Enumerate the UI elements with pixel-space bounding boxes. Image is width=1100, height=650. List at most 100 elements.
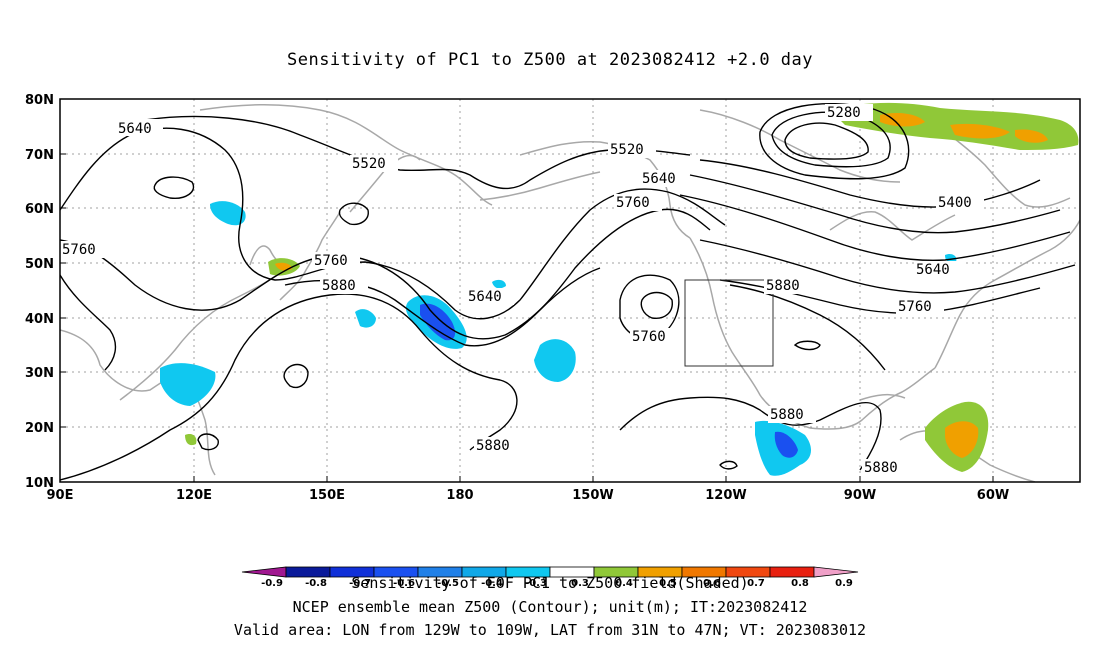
- lat-labels: 80N 70N 60N 50N 40N 30N 20N 10N: [25, 93, 54, 491]
- caption-valid-area: Valid area: LON from 129W to 109W, LAT f…: [233, 621, 867, 639]
- contour-label: 5640: [916, 262, 950, 278]
- contour-north-atlantic-1: [699, 159, 1041, 208]
- patch-negative-kamchatka: [210, 201, 246, 226]
- contour-low-hawaii: [283, 363, 309, 389]
- colorbar-tick-label: -0.6: [393, 578, 415, 589]
- colorbar-tick-label: 0.3: [571, 578, 589, 589]
- colorbar-tick-label: 0.6: [703, 578, 721, 589]
- lon-label: 120W: [705, 488, 746, 503]
- coast-east-us: [934, 219, 1080, 369]
- contour-north-atlantic-3: [679, 194, 1071, 262]
- lon-label: 120E: [176, 488, 212, 503]
- contour-label: 5760: [314, 253, 348, 269]
- contour-5640: [60, 127, 726, 320]
- lon-label: 90E: [47, 488, 74, 503]
- coast-caribbean: [859, 393, 906, 401]
- colorbar-swatch: [813, 566, 859, 578]
- contour-low-kamchatka: [338, 202, 369, 226]
- patch-positive-arctic-core1: [880, 112, 925, 127]
- colorbar-tick-label: -0.8: [305, 578, 327, 589]
- coast-gulf: [809, 367, 936, 430]
- map-frame: [59, 98, 1081, 483]
- contour-low-west-us-inner: [640, 291, 673, 319]
- coast-greenland: [929, 119, 1071, 208]
- contour-label-layer: 5640 5520 5760 5760 5880 5640 5520 5640 …: [60, 104, 984, 476]
- lat-label: 80N: [25, 93, 54, 108]
- patch-negative-east-china: [160, 363, 216, 406]
- coast-hudson: [829, 211, 956, 241]
- lat-label: 70N: [25, 148, 54, 163]
- colorbar-tick-label: -0.4: [481, 578, 503, 589]
- colorbar-tick-label: 0.7: [747, 578, 765, 589]
- lon-label: 180: [446, 488, 473, 503]
- contour-label: 5640: [642, 171, 676, 187]
- patch-positive-small-scs: [185, 434, 197, 446]
- contour-lower-arc-west: [60, 274, 117, 371]
- contour-label: 5880: [864, 460, 898, 476]
- contour-small-mexico: [793, 340, 821, 351]
- contour-label: 5760: [616, 195, 650, 211]
- colorbar-tick-label: -0.5: [437, 578, 459, 589]
- contour-label: 5880: [766, 278, 800, 294]
- lat-label: 30N: [25, 366, 54, 381]
- contour-label: 5400: [938, 195, 972, 211]
- colorbar-tick-label: -0.7: [349, 578, 371, 589]
- colorbar: -0.9 -0.8 -0.7 -0.6 -0.5 -0.4 -0.3 0.3 0.4 0.5 0.6…: [241, 566, 859, 589]
- lon-label: 150W: [572, 488, 613, 503]
- colorbar-tick-label: 0.8: [791, 578, 809, 589]
- lat-label: 50N: [25, 257, 54, 272]
- contour-label: 5880: [476, 438, 510, 454]
- lat-label: 40N: [25, 312, 54, 327]
- colorbar-tick-label: 0.5: [659, 578, 677, 589]
- contour-label: 5760: [62, 242, 96, 258]
- contour-label: 5280: [827, 105, 861, 121]
- colorbar-tick-label: 0.9: [835, 578, 853, 589]
- contour-label: 5880: [322, 278, 356, 294]
- patch-positive-arctic-core3: [1015, 129, 1048, 143]
- contour-label: 5640: [468, 289, 502, 305]
- map-background: [60, 99, 1080, 482]
- colorbar-tick-label: -0.3: [525, 578, 547, 589]
- patch-negative-westpac-core: [420, 303, 456, 341]
- contour-label: 5880: [770, 407, 804, 423]
- patch-negative-central-pac: [534, 339, 576, 382]
- patch-positive-arctic-core2: [950, 123, 1010, 139]
- coast-aleutians: [479, 171, 601, 201]
- contour-label: 5760: [898, 299, 932, 315]
- contour-5880-east: [619, 396, 882, 471]
- lon-label: 90W: [844, 488, 876, 503]
- colorbar-tick-label: 0.4: [615, 578, 633, 589]
- patch-negative-atlantic: [945, 253, 957, 263]
- caption-contour: NCEP ensemble mean Z500 (Contour); unit(…: [292, 598, 808, 616]
- coast-siberia: [199, 104, 493, 206]
- coast-alaska: [519, 140, 691, 239]
- contour-low-ne-asia: [153, 176, 195, 199]
- patch-negative-japan: [355, 309, 376, 328]
- contour-label: 5520: [352, 156, 386, 172]
- contour-5880-south: [60, 293, 518, 481]
- contour-small-pac: [719, 460, 738, 470]
- map-title: Sensitivity of PC1 to Z500 at 2023082412…: [286, 50, 813, 70]
- contour-label: 5640: [118, 121, 152, 137]
- contour-sw-us: [729, 284, 886, 371]
- lon-label: 60W: [977, 488, 1009, 503]
- contour-arctic-low1: [784, 122, 869, 160]
- patch-negative-pacific-small: [492, 279, 506, 289]
- contour-label: 5520: [610, 142, 644, 158]
- lat-label: 10N: [25, 476, 54, 491]
- patch-negative-mexico-core: [774, 431, 798, 458]
- lon-label: 150E: [309, 488, 345, 503]
- contour-north-atlantic-2: [689, 174, 1061, 234]
- lon-labels: 90E 120E 150E 180 150W 120W 90W 60W: [47, 488, 1010, 503]
- tick-marks: [59, 98, 994, 483]
- contour-arctic-low2: [771, 111, 891, 168]
- colorbar-tick-label: -0.9: [261, 578, 283, 589]
- sensitivity-shading: [160, 102, 1079, 476]
- lat-label: 20N: [25, 421, 54, 436]
- lat-label: 60N: [25, 202, 54, 217]
- caption-shading: Sensitivity of EOF PC1 to Z500 field(Sha…: [351, 574, 749, 592]
- valid-area-box: [684, 279, 774, 367]
- contour-5760-north: [60, 208, 711, 340]
- patch-positive-caribbean-core: [945, 421, 979, 458]
